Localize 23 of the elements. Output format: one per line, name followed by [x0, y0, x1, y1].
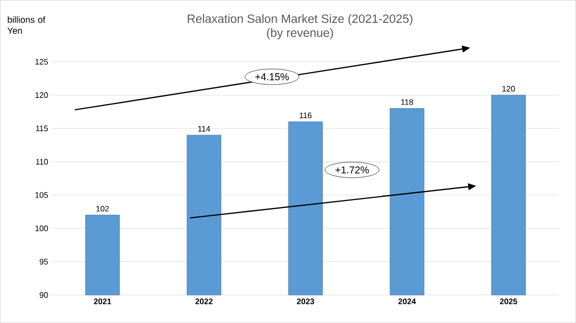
y-tick-label: 120 — [35, 92, 48, 98]
annotation: +1.72% — [335, 166, 369, 174]
x-tick-label: 2021 — [94, 298, 112, 304]
y-tick-label: 110 — [36, 159, 48, 165]
x-tick-label: 2023 — [296, 298, 314, 304]
x-tick-label: 2025 — [500, 298, 518, 304]
chart-title: Relaxation Salon Market Size (2021-2025) — [188, 14, 412, 26]
data-label: 118 — [401, 99, 414, 105]
annotation: +4.15% — [255, 73, 289, 80]
y-tick-label: 95 — [40, 258, 48, 265]
x-tick-label: 2022 — [195, 298, 213, 304]
chart-subtitle: (by revenue) — [267, 28, 333, 40]
data-label: 114 — [198, 126, 210, 132]
data-label: 120 — [502, 86, 515, 92]
y-tick-label: 125 — [35, 59, 48, 65]
y-tick-label: 90 — [40, 292, 48, 298]
x-tick-label: 2024 — [398, 298, 416, 304]
y-tick-label: 115 — [36, 126, 48, 132]
y-tick-label: 105 — [35, 192, 48, 198]
data-label: 116 — [300, 112, 312, 118]
data-label: 102 — [96, 206, 109, 212]
y-axis-title: billions of Yen — [7, 16, 46, 34]
y-tick-label: 100 — [35, 226, 48, 232]
